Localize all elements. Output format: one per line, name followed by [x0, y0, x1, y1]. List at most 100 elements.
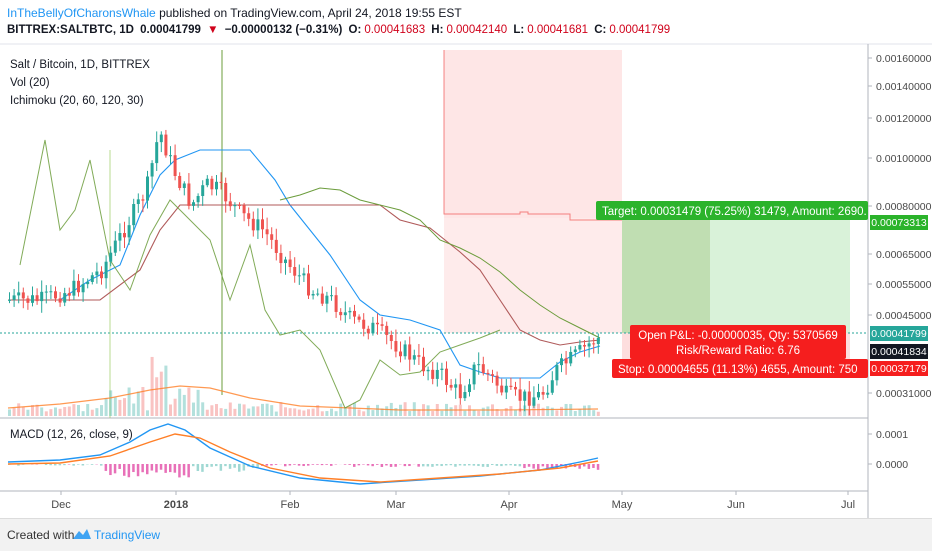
candle-body: [22, 292, 25, 298]
candle-body: [31, 295, 34, 303]
time-tick-label: Mar: [387, 499, 406, 511]
candle-body: [141, 199, 144, 200]
macd-hist-bar: [542, 464, 545, 466]
candle-body: [178, 176, 181, 188]
volume-bar: [312, 409, 315, 416]
macd-hist-bar: [454, 464, 457, 467]
candle-body: [270, 234, 273, 240]
volume-bar: [210, 405, 213, 416]
volume-bar: [565, 404, 568, 416]
volume-bar: [72, 404, 75, 416]
time-tick-label: Dec: [51, 499, 71, 511]
candle-body: [371, 323, 374, 334]
candle-body: [509, 386, 512, 387]
volume-bar: [238, 404, 241, 416]
volume-bar: [588, 405, 591, 416]
time-tick-label: Jun: [727, 499, 745, 511]
target-label: Target: 0.00031479 (75.25%) 31479, Amoun…: [602, 206, 867, 218]
volume-bar: [118, 400, 121, 416]
candle-body: [358, 317, 361, 320]
volume-bar: [358, 410, 361, 416]
candle-body: [220, 182, 223, 183]
macd-hist-bar: [330, 464, 333, 466]
volume-bar: [450, 407, 453, 416]
macd-hist-bar: [371, 464, 374, 466]
macd-hist-bar: [72, 464, 75, 466]
candle-body: [381, 324, 384, 326]
volume-bar: [63, 407, 66, 416]
candle-body: [588, 343, 591, 346]
candle-body: [289, 260, 292, 267]
candle-body: [266, 229, 269, 234]
candle-body: [459, 384, 462, 398]
volume-bar: [321, 411, 324, 416]
macd-hist-bar: [105, 464, 108, 471]
volume-bar: [330, 409, 333, 416]
candle-body: [275, 240, 278, 253]
time-tick-label: Apr: [500, 499, 517, 511]
volume-bar: [335, 411, 338, 416]
macd-hist-bar: [344, 464, 347, 465]
candle-body: [247, 213, 250, 219]
candle-body: [362, 320, 365, 329]
macd-hist-bar: [109, 464, 112, 475]
candle-body: [427, 370, 430, 371]
candle-body: [36, 295, 39, 301]
candle-body: [477, 364, 480, 365]
volume-bar: [298, 410, 301, 416]
macd-hist-bar: [325, 464, 328, 465]
volume-bar: [187, 388, 190, 416]
macd-hist-bar: [316, 464, 319, 465]
macd-hist-bar: [298, 464, 301, 466]
candle-body: [114, 241, 117, 253]
volume-bar: [555, 410, 558, 416]
volume-bar: [482, 408, 485, 416]
tradingview-brand[interactable]: TradingView: [94, 528, 160, 542]
candle-body: [45, 292, 48, 293]
candle-body: [169, 155, 172, 156]
candle-body: [450, 385, 453, 388]
created-with: Created with: [7, 528, 74, 542]
candle-body: [565, 358, 568, 363]
volume-bar: [197, 390, 200, 416]
macd-hist-bar: [128, 464, 131, 477]
macd-hist-bar: [220, 464, 223, 471]
volume-bar: [546, 406, 549, 416]
macd-hist-bar: [532, 464, 535, 469]
tradingview-logo-icon: [72, 527, 92, 541]
candle-body: [298, 275, 301, 276]
volume-bar: [229, 403, 232, 416]
macd-hist-bar: [233, 464, 236, 468]
macd-hist-bar: [243, 464, 246, 471]
volume-bar: [367, 406, 370, 416]
volume-bar: [95, 408, 98, 416]
macd-hist-bar: [45, 464, 48, 465]
price-axis: 0.001600000.001400000.001200000.00100000…: [868, 53, 932, 471]
candle-body: [551, 380, 554, 392]
candle-body: [8, 300, 11, 301]
macd-hist-bar: [224, 464, 227, 466]
candle-body: [486, 373, 489, 374]
candle-body: [399, 352, 402, 357]
volume-bar: [362, 411, 365, 416]
candle-body: [339, 312, 342, 315]
macd-hist-bar: [155, 464, 158, 472]
candle-body: [454, 384, 457, 387]
candle-body: [206, 179, 209, 185]
volume-bar: [77, 405, 80, 416]
macd-hist-bar: [528, 464, 531, 467]
macd-hist-bar: [151, 464, 154, 471]
macd-hist-bar: [123, 464, 126, 476]
candle-body: [91, 275, 94, 282]
candle-body: [491, 374, 494, 375]
volume-bar: [427, 405, 430, 416]
candle-body: [155, 142, 158, 163]
candle-body: [284, 260, 287, 263]
macd-hist-bar: [160, 464, 163, 470]
price-chart[interactable]: 0.001600000.001400000.001200000.00100000…: [0, 0, 932, 518]
macd-hist-bar: [206, 464, 209, 467]
macd-hist-bar: [77, 464, 80, 465]
volume-bar: [454, 405, 457, 416]
price-tick-label: 0.00160000: [876, 53, 932, 65]
price-tick-label: 0.00140000: [876, 81, 932, 93]
